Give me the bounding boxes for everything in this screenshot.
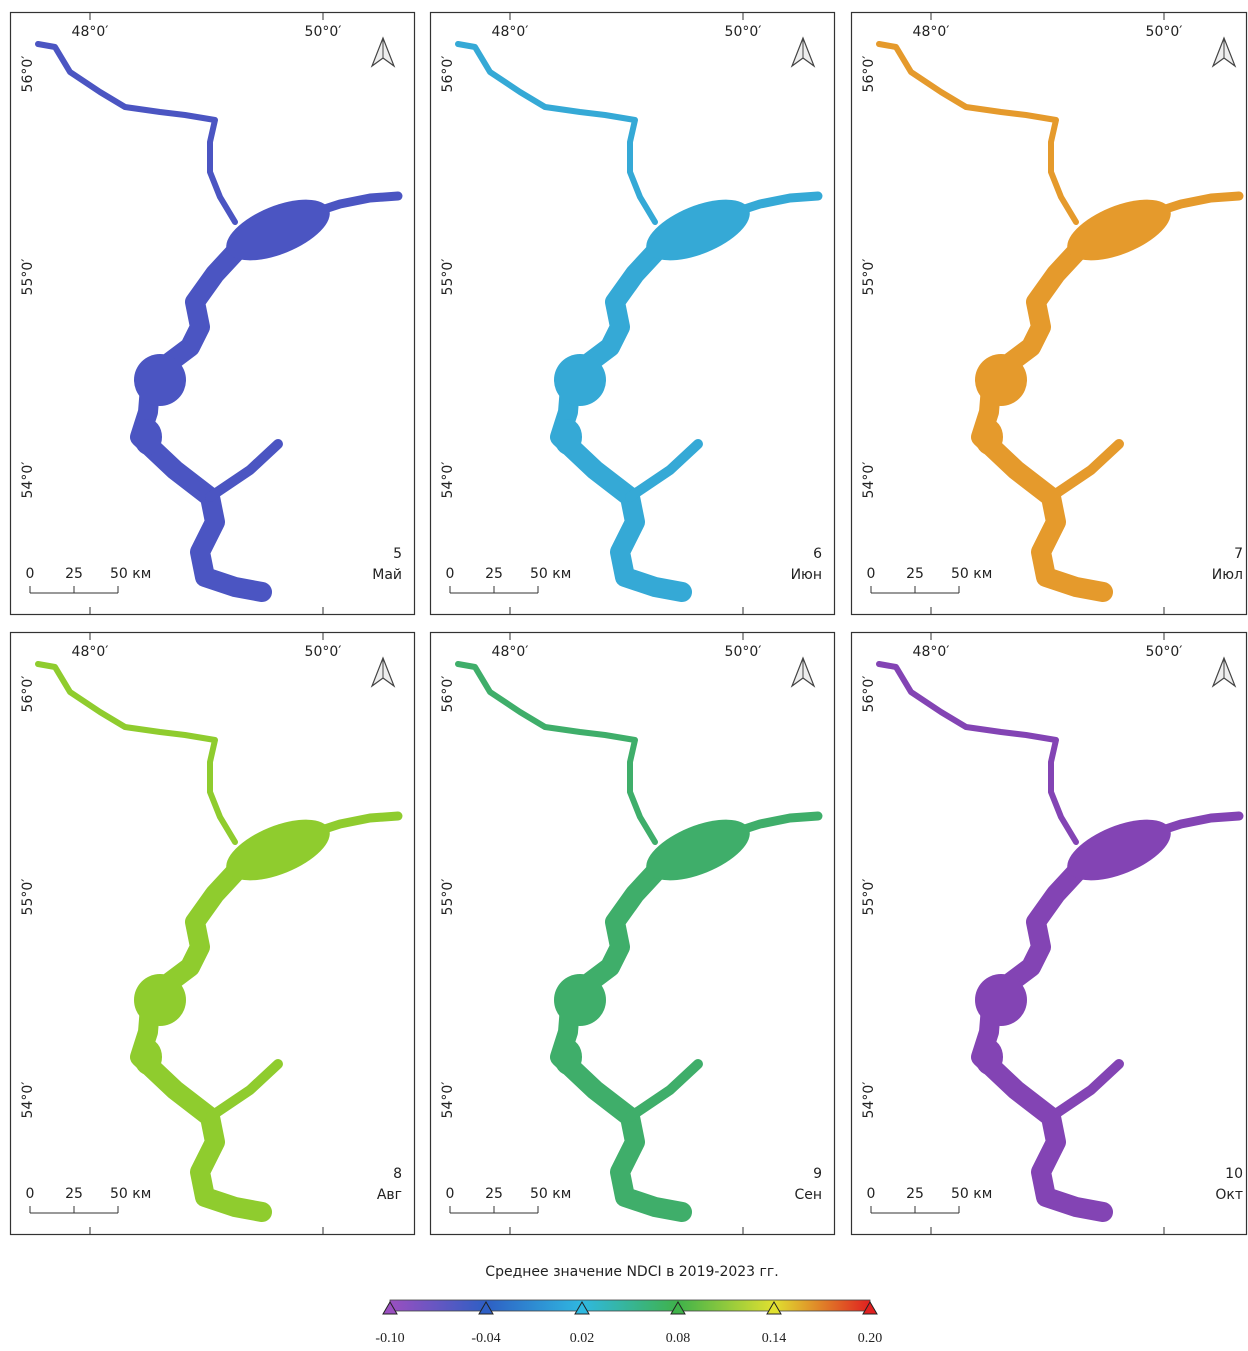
latitude-label: 56°0′	[440, 56, 456, 93]
latitude-label: 55°0′	[440, 259, 456, 296]
month-number: 6	[813, 546, 822, 562]
scale-label: 0	[867, 566, 876, 582]
basin	[134, 974, 186, 1026]
scale-label: 0	[26, 1186, 35, 1202]
colorbar-title: Среднее значение NDCI в 2019-2023 гг.	[485, 1264, 778, 1280]
month-name: Май	[372, 567, 402, 583]
basin	[554, 974, 606, 1026]
scale-label: 50 км	[951, 566, 992, 582]
month-number: 5	[393, 546, 402, 562]
basin	[975, 354, 1027, 406]
latitude-label: 54°0′	[861, 1082, 877, 1119]
scale-label: 0	[26, 566, 35, 582]
latitude-label: 55°0′	[440, 879, 456, 916]
scale-label: 0	[867, 1186, 876, 1202]
scale-label: 25	[65, 566, 83, 582]
latitude-label: 56°0′	[861, 676, 877, 713]
basin	[134, 354, 186, 406]
longitude-label: 50°0′	[305, 24, 342, 40]
map-panel: 48°0′ 50°0′ 56°0′ 55°0′ 54°0′ 9 Сен 0 25 50 км	[431, 632, 835, 1235]
latitude-label: 54°0′	[20, 462, 36, 499]
longitude-label: 50°0′	[305, 644, 342, 660]
latitude-label: 54°0′	[861, 462, 877, 499]
longitude-label: 50°0′	[1146, 644, 1183, 660]
latitude-label: 56°0′	[20, 676, 36, 713]
scale-label: 50 км	[951, 1186, 992, 1202]
month-name: Июл	[1212, 567, 1243, 583]
month-number: 9	[813, 1166, 822, 1182]
colorbar-tick-label: 0.02	[570, 1331, 595, 1346]
month-name: Сен	[794, 1187, 822, 1203]
scale-label: 50 км	[530, 566, 571, 582]
colorbar	[390, 1300, 870, 1311]
basin	[134, 419, 162, 455]
scale-label: 50 км	[530, 1186, 571, 1202]
latitude-label: 54°0′	[440, 462, 456, 499]
scale-label: 25	[485, 566, 503, 582]
latitude-label: 56°0′	[861, 56, 877, 93]
month-number: 8	[393, 1166, 402, 1182]
month-name: Авг	[377, 1187, 402, 1203]
latitude-label: 55°0′	[20, 879, 36, 916]
scale-label: 25	[906, 1186, 924, 1202]
scale-label: 25	[65, 1186, 83, 1202]
scale-label: 0	[446, 1186, 455, 1202]
colorbar-tick-label: -0.04	[471, 1331, 500, 1346]
map-panel: 48°0′ 50°0′ 56°0′ 55°0′ 54°0′ 7 Июл 0 25 50 км	[852, 12, 1247, 615]
scale-label: 0	[446, 566, 455, 582]
latitude-label: 55°0′	[20, 259, 36, 296]
colorbar-tick-label: 0.20	[858, 1331, 883, 1346]
scale-label: 25	[906, 566, 924, 582]
longitude-label: 48°0′	[913, 644, 950, 660]
map-panel: 48°0′ 50°0′ 56°0′ 55°0′ 54°0′ 10 Окт 0 25 50 км	[852, 632, 1247, 1235]
longitude-label: 48°0′	[492, 644, 529, 660]
basin	[554, 354, 606, 406]
longitude-label: 50°0′	[725, 24, 762, 40]
longitude-label: 48°0′	[913, 24, 950, 40]
colorbar-tick-label: -0.10	[375, 1331, 404, 1346]
basin	[554, 1039, 582, 1075]
latitude-label: 55°0′	[861, 879, 877, 916]
basin	[134, 1039, 162, 1075]
longitude-label: 48°0′	[72, 24, 109, 40]
map-panel: 48°0′ 50°0′ 56°0′ 55°0′ 54°0′ 8 Авг 0 25 50 км	[11, 632, 415, 1235]
latitude-label: 54°0′	[440, 1082, 456, 1119]
scale-label: 50 км	[110, 1186, 151, 1202]
month-number: 10	[1225, 1166, 1243, 1182]
latitude-label: 54°0′	[20, 1082, 36, 1119]
month-name: Июн	[791, 567, 822, 583]
basin	[554, 419, 582, 455]
basin	[975, 419, 1003, 455]
longitude-label: 50°0′	[725, 644, 762, 660]
latitude-label: 56°0′	[440, 676, 456, 713]
longitude-label: 48°0′	[492, 24, 529, 40]
map-panel: 48°0′ 50°0′ 56°0′ 55°0′ 54°0′ 6 Июн 0 25 50 км	[431, 12, 835, 615]
month-number: 7	[1234, 546, 1243, 562]
map-panel: 48°0′ 50°0′ 56°0′ 55°0′ 54°0′ 5 Май 0 25 50 км	[11, 12, 415, 615]
latitude-label: 56°0′	[20, 56, 36, 93]
longitude-label: 50°0′	[1146, 24, 1183, 40]
longitude-label: 48°0′	[72, 644, 109, 660]
scale-label: 50 км	[110, 566, 151, 582]
colorbar-tick-label: 0.14	[762, 1331, 787, 1346]
month-name: Окт	[1215, 1187, 1243, 1203]
scale-label: 25	[485, 1186, 503, 1202]
basin	[975, 1039, 1003, 1075]
basin	[975, 974, 1027, 1026]
figure: 48°0′50°0′56°0′55°0′54°0′5Май02550 км48°…	[0, 0, 1248, 1347]
latitude-label: 55°0′	[861, 259, 877, 296]
colorbar-tick-label: 0.08	[666, 1331, 691, 1346]
